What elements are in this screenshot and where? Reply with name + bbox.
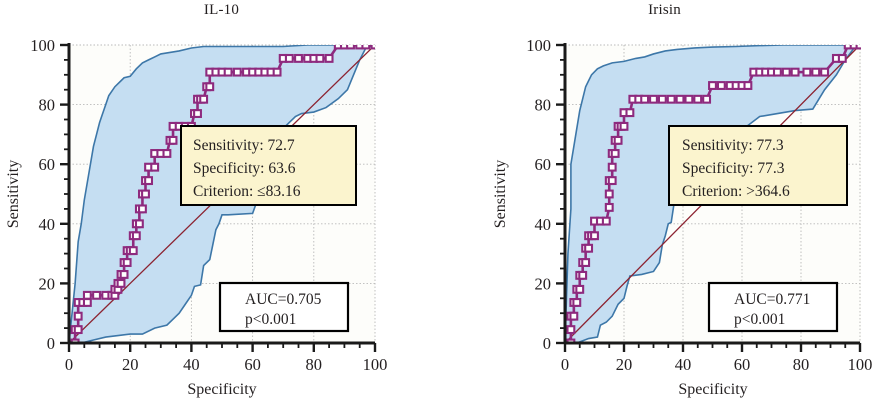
ci-lower-line: [69, 45, 375, 343]
axis-ticks: [556, 43, 862, 352]
y-tick-label: 20: [39, 274, 56, 293]
criterion-specificity: Specificity: 63.6: [193, 160, 296, 177]
x-axis-title: Specificity: [187, 381, 256, 398]
x-tick-label: 80: [793, 355, 810, 374]
y-tick-label: 60: [39, 155, 56, 174]
axis-ticks: [60, 43, 377, 352]
panel-title-il10: IL-10: [203, 2, 240, 18]
y-tick-label: 80: [535, 96, 552, 115]
auc-box-irisin: AUC=0.771 p<0.001: [707, 281, 839, 333]
y-tick-label: 100: [526, 36, 551, 55]
x-tick-label: 100: [363, 355, 388, 374]
criterion-box-frame: [668, 125, 848, 206]
auc-value: AUC=0.705: [245, 291, 322, 308]
x-tick-label: 80: [306, 355, 323, 374]
x-tick-label: 20: [122, 355, 139, 374]
y-tick-label: 80: [39, 96, 56, 115]
y-tick-label: 40: [39, 215, 56, 234]
y-tick-label: 0: [543, 334, 551, 353]
y-tick-label: 20: [535, 274, 552, 293]
criterion-box-il10: Sensitivity: 72.7 Specificity: 63.6 Crit…: [180, 125, 357, 206]
x-tick-label: 60: [734, 355, 751, 374]
p-value: p<0.001: [245, 311, 296, 328]
ci-upper-line: [69, 45, 375, 343]
x-tick-label: 60: [244, 355, 261, 374]
roc-chart-irisin: 0 20 40 60 80 100 0 20 40 60 80 100 Specificity Se…: [492, 36, 873, 398]
ci-upper-line: [564, 45, 860, 343]
x-tick-label: 40: [183, 355, 200, 374]
roc-curve-markers: [566, 45, 861, 343]
panel-il10: IL-10 0 20 40 60 80 100 0 20 40 60 80 100 Specific…: [5, 2, 388, 398]
x-tick-labels: 0 20 40 60 80 100: [561, 355, 873, 374]
roc-chart-il10: 0 20 40 60 80 100 0 20 40 60 80 100 Specificity Se…: [5, 36, 388, 398]
criterion-box-irisin: Sensitivity: 77.3 Specificity: 77.3 Crit…: [668, 125, 848, 206]
criterion-specificity: Specificity: 77.3: [682, 160, 785, 177]
panel-title-irisin: Irisin: [648, 2, 681, 18]
x-tick-label: 20: [616, 355, 633, 374]
criterion-value: Criterion: ≤83.16: [193, 183, 301, 200]
y-axis-title: Sensitivity: [5, 160, 22, 228]
y-tick-label: 40: [535, 215, 552, 234]
y-tick-label: 60: [535, 155, 552, 174]
auc-box-frame: [707, 281, 839, 333]
auc-box-frame: [218, 281, 350, 333]
x-tick-label: 0: [561, 355, 569, 374]
x-tick-label: 40: [675, 355, 692, 374]
y-axis-title: Sensitivity: [492, 160, 509, 228]
roc-curve-markers: [70, 45, 375, 343]
criterion-box-frame: [180, 125, 357, 206]
y-tick-labels: 0 20 40 60 80 100: [526, 36, 551, 353]
ci-lower-line: [565, 45, 861, 343]
y-tick-labels: 0 20 40 60 80 100: [30, 36, 55, 353]
x-tick-label: 100: [848, 355, 873, 374]
x-axis-title: Specificity: [678, 381, 747, 398]
criterion-sensitivity: Sensitivity: 72.7: [193, 137, 295, 154]
x-tick-label: 0: [65, 355, 73, 374]
criterion-value: Criterion: >364.6: [682, 183, 790, 200]
auc-value: AUC=0.771: [734, 291, 810, 308]
criterion-sensitivity: Sensitivity: 77.3: [682, 137, 784, 154]
y-tick-label: 0: [47, 334, 55, 353]
auc-box-il10: AUC=0.705 p<0.001: [218, 281, 350, 333]
x-tick-labels: 0 20 40 60 80 100: [65, 355, 388, 374]
y-tick-label: 100: [30, 36, 55, 55]
panel-irisin: Irisin 0 20 40 60 80 100 0 20 40 60 80 100 Specifi…: [443, 0, 886, 406]
p-value: p<0.001: [734, 311, 785, 328]
